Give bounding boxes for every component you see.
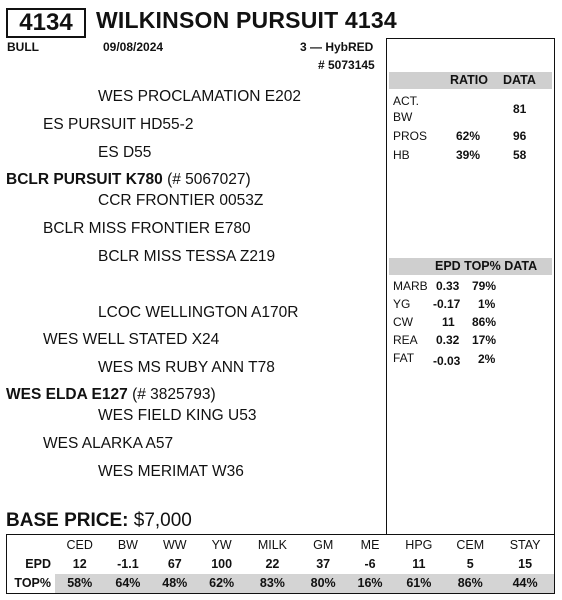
hb-label: HB	[393, 148, 410, 162]
bw-label: BW	[393, 110, 413, 124]
hb-data: 58	[513, 148, 527, 162]
ratio-data-header: RATIO DATA	[389, 72, 552, 89]
registration-number: # 5073145	[318, 58, 375, 72]
top-value: 62%	[198, 573, 246, 593]
epd-table-header-row: CED BW WW YW MILK GM ME HPG CEM STAY	[7, 535, 554, 554]
pedigree-dam-sire-dam: WES MS RUBY ANN T78	[98, 359, 275, 376]
carcass-row-epd: 0.32	[436, 333, 460, 347]
base-price-value: $7,000	[133, 510, 192, 531]
pedigree-dam-dam-sire: WES FIELD KING U53	[98, 407, 257, 424]
carcass-row-top: 86%	[472, 315, 497, 329]
epd-value: 11	[412, 556, 426, 571]
epd-row-label: EPD	[25, 556, 51, 571]
pedigree-dam-dam-dam: WES MERIMAT W36	[98, 463, 244, 480]
epd-table-top-row: TOP% 58% 64% 48% 62% 83% 80% 16% 61% 86%…	[7, 573, 554, 593]
epd-value: 67	[167, 556, 182, 571]
data-header: DATA	[503, 73, 536, 87]
epd-value: 37	[316, 556, 331, 571]
category: 3 — HybRED	[300, 40, 374, 54]
carcass-row-top: 17%	[472, 333, 497, 347]
base-price: BASE PRICE: $7,000	[6, 510, 192, 532]
act-bw-data: 81	[513, 102, 527, 116]
top-border	[386, 38, 555, 39]
epd-value: -6	[364, 556, 376, 571]
top-value: 16%	[346, 573, 394, 593]
epd-col-header: YW	[211, 537, 232, 552]
pedigree-dam-sire-sire: LCOC WELLINGTON A170R	[98, 304, 299, 321]
epd-value: 12	[72, 556, 87, 571]
pedigree-sire-sire: ES PURSUIT HD55-2	[43, 116, 194, 133]
pedigree-sire-dam: BCLR MISS FRONTIER E780	[43, 220, 251, 237]
epd-value: -1.1	[117, 556, 139, 571]
pedigree-dam: WES ELDA E127 (# 3825793)	[6, 386, 216, 404]
pros-ratio: 62%	[456, 129, 481, 143]
epd-col-header: HPG	[405, 537, 433, 552]
carcass-row-label: FAT	[393, 351, 415, 365]
pedigree-sire: BCLR PURSUIT K780 (# 5067027)	[6, 171, 251, 189]
carcass-row-label: REA	[393, 333, 418, 347]
carcass-row-top: 1%	[478, 297, 496, 311]
pedigree-sire-sire-dam: ES D55	[98, 144, 152, 161]
pros-label: PROS	[393, 129, 428, 143]
carcass-header: EPD TOP% DATA	[389, 258, 552, 275]
sire-name: BCLR PURSUIT K780	[6, 171, 163, 188]
epd-col-header: GM	[313, 537, 334, 552]
side-divider	[386, 38, 387, 534]
epd-value: 15	[518, 556, 533, 571]
pedigree-dam-dam: WES ALARKA A57	[43, 435, 174, 452]
dam-reg: (# 3825793)	[132, 386, 216, 403]
pedigree-dam-sire: WES WELL STATED X24	[43, 331, 220, 348]
birth-date: 09/08/2024	[103, 40, 164, 54]
sex-label: BULL	[7, 40, 39, 54]
epd-table: CED BW WW YW MILK GM ME HPG CEM STAY EPD…	[6, 534, 555, 594]
carcass-row-label: CW	[393, 315, 413, 329]
epd-col-header: MILK	[257, 537, 287, 552]
pedigree-sire-dam-dam: BCLR MISS TESSA Z219	[98, 248, 276, 265]
top-value: 58%	[55, 573, 105, 593]
epd-table-epd-row: EPD 12 -1.1 67 100 22 37 -6 11 5 15	[7, 554, 554, 573]
ratio-header: RATIO	[450, 73, 488, 87]
carcass-row-epd: 11	[442, 315, 455, 329]
top-value: 83%	[245, 573, 300, 593]
animal-name: WILKINSON PURSUIT 4134	[96, 7, 397, 33]
carcass-row-top: 2%	[478, 352, 496, 366]
carcass-row-top: 79%	[472, 279, 497, 293]
top-value: 64%	[104, 573, 152, 593]
epd-col-header: ME	[360, 537, 380, 552]
hb-ratio: 39%	[456, 148, 481, 162]
carcass-row-label: MARB	[393, 279, 428, 293]
epd-col-header: CEM	[456, 537, 485, 552]
pros-data: 96	[513, 129, 527, 143]
lot-number-box: 4134	[6, 8, 86, 38]
epd-col-header: CED	[66, 537, 93, 552]
pedigree-sire-sire-sire: WES PROCLAMATION E202	[98, 88, 301, 105]
top-value: 44%	[496, 573, 554, 593]
epd-col-header: STAY	[509, 537, 541, 552]
epd-table-corner	[7, 535, 55, 554]
carcass-header-label: EPD TOP% DATA	[435, 259, 538, 273]
base-price-label: BASE PRICE:	[6, 510, 129, 531]
right-border	[554, 38, 555, 534]
carcass-row-label: YG	[393, 297, 411, 311]
sire-reg: (# 5067027)	[167, 171, 251, 188]
carcass-row-epd: -0.03	[433, 354, 461, 368]
epd-col-header: BW	[117, 537, 138, 552]
act-label: ACT.	[393, 94, 420, 108]
epd-value: 22	[265, 556, 280, 571]
pedigree-sire-dam-sire: CCR FRONTIER 0053Z	[98, 192, 264, 209]
top-value: 48%	[151, 573, 199, 593]
carcass-row-epd: -0.17	[433, 297, 461, 311]
lot-number: 4134	[19, 9, 73, 36]
carcass-row-epd: 0.33	[436, 279, 460, 293]
top-value: 86%	[444, 573, 497, 593]
top-row-label: TOP%	[7, 573, 55, 593]
epd-col-header: WW	[162, 537, 187, 552]
top-value: 80%	[299, 573, 347, 593]
epd-value: 100	[211, 556, 233, 571]
epd-value: 5	[466, 556, 474, 571]
top-value: 61%	[393, 573, 445, 593]
dam-name: WES ELDA E127	[6, 386, 128, 403]
